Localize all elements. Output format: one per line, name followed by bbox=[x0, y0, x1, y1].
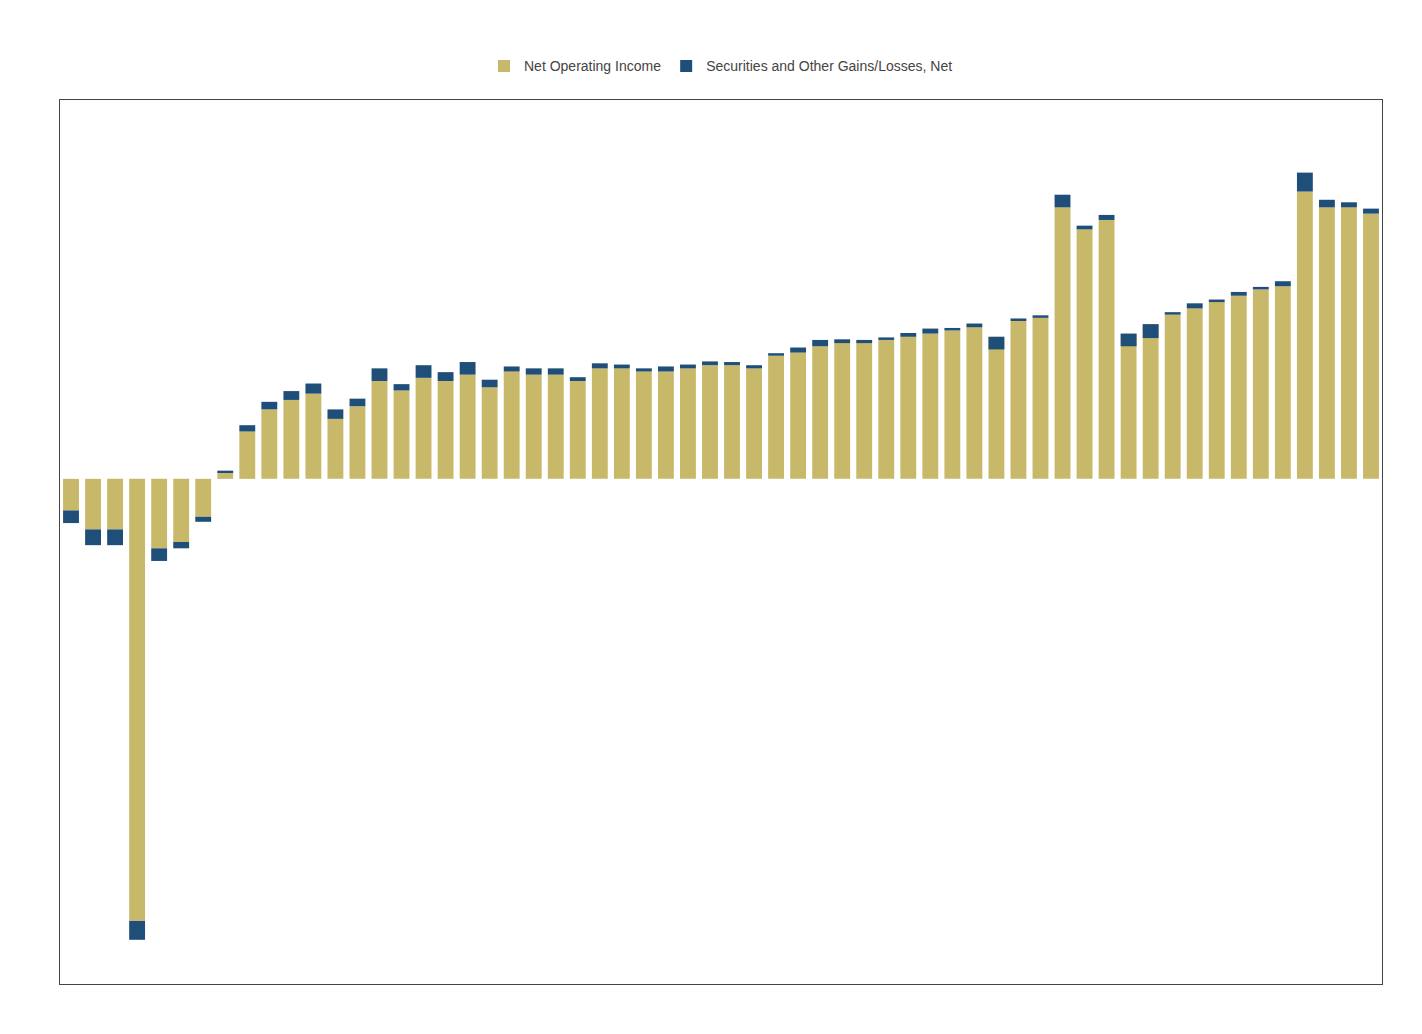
svg-text:Securities and Other Gains/Los: Securities and Other Gains/Losses, Net bbox=[706, 58, 952, 74]
svg-text:Net Operating Income: Net Operating Income bbox=[524, 58, 661, 74]
